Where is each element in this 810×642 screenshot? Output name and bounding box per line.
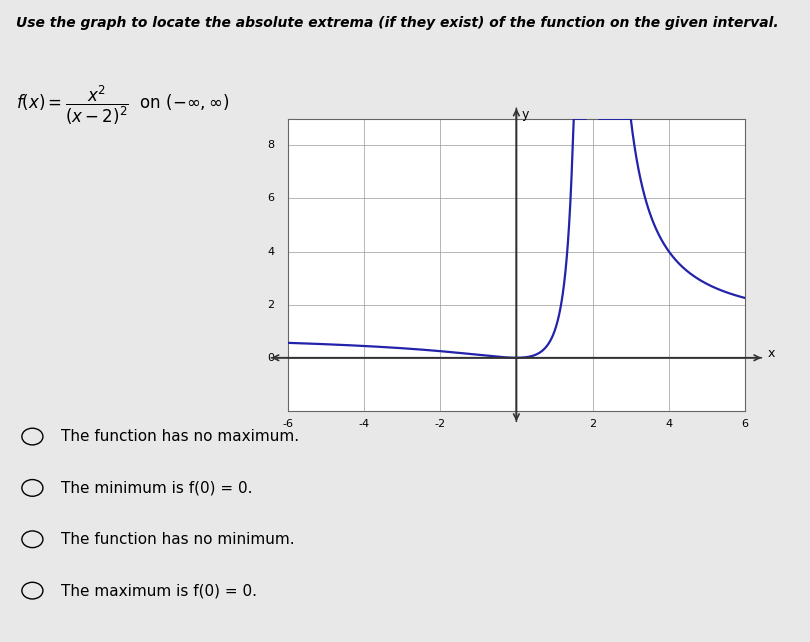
Text: 8: 8 (267, 141, 275, 150)
Text: -4: -4 (358, 419, 369, 429)
Text: 0: 0 (267, 352, 275, 363)
Text: x: x (768, 347, 775, 360)
Text: -6: -6 (282, 419, 293, 429)
Text: y: y (522, 108, 530, 121)
Text: 6: 6 (267, 193, 275, 204)
Text: 2: 2 (589, 419, 596, 429)
Text: The function has no minimum.: The function has no minimum. (61, 532, 294, 547)
Text: The minimum is f(0) = 0.: The minimum is f(0) = 0. (61, 480, 252, 496)
Text: 2: 2 (267, 300, 275, 309)
Text: The maximum is f(0) = 0.: The maximum is f(0) = 0. (61, 583, 257, 598)
Text: $f(x) = \dfrac{x^2}{(x-2)^2}$  on $(-\infty, \infty)$: $f(x) = \dfrac{x^2}{(x-2)^2}$ on $(-\inf… (16, 83, 229, 127)
Text: Use the graph to locate the absolute extrema (if they exist) of the function on : Use the graph to locate the absolute ext… (16, 16, 779, 30)
Text: 4: 4 (267, 247, 275, 257)
Text: The function has no maximum.: The function has no maximum. (61, 429, 299, 444)
Text: 4: 4 (665, 419, 672, 429)
Text: 6: 6 (742, 419, 748, 429)
Text: -2: -2 (434, 419, 446, 429)
